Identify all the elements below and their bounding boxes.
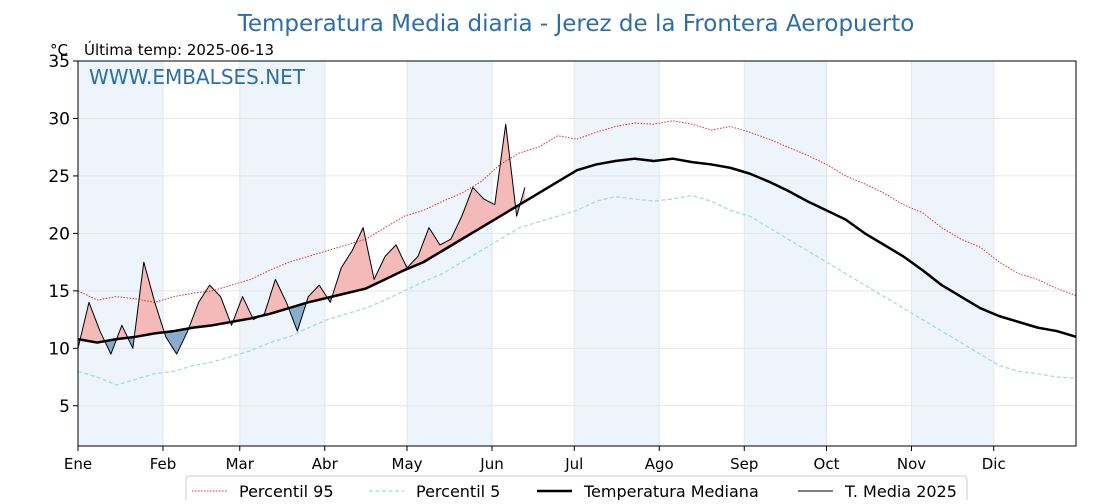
- x-tick-label-dic: Dic: [982, 455, 1006, 473]
- x-tick-label-abr: Abr: [312, 455, 339, 473]
- x-tick-label-feb: Feb: [150, 455, 177, 473]
- x-tick-label-ago: Ago: [645, 455, 674, 473]
- series-line-t-media-2025: [77, 123, 526, 355]
- y-tick-label-10: 10: [48, 339, 70, 359]
- series-line-temperatura-mediana: [77, 157, 1077, 344]
- month-band-mar: [239, 61, 325, 446]
- y-tick-label-5: 5: [59, 397, 70, 417]
- x-tick-label-oct: Oct: [814, 455, 840, 473]
- month-band-jul: [574, 61, 660, 446]
- legend-label-percentil-95: Percentil 95: [239, 482, 334, 500]
- y-tick-label-20: 20: [48, 224, 70, 244]
- fill-below-median-2: [105, 339, 117, 355]
- watermark: WWW.EMBALSES.NET: [89, 65, 306, 89]
- fill-below-median-14: [289, 303, 306, 332]
- legend-label-percentil-5: Percentil 5: [416, 482, 500, 500]
- y-tick-label-30: 30: [48, 109, 70, 129]
- legend-label-t-media-2025: T. Media 2025: [844, 482, 957, 500]
- chart-title: Temperatura Media diaria - Jerez de la F…: [237, 11, 915, 37]
- fill-above-median-11: [234, 296, 253, 322]
- x-tick-label-ene: Ene: [64, 455, 92, 473]
- month-band-nov: [911, 61, 994, 446]
- legend-label-temperatura-mediana: Temperatura Mediana: [583, 482, 759, 500]
- month-bands: [78, 61, 994, 446]
- axes: 5 10 15 20 25 30 35 Ene Feb Mar Abr May Jun Jul Ago Sep…: [48, 52, 1005, 473]
- x-tick-label-sep: Sep: [730, 455, 758, 473]
- y-tick-label-35: 35: [48, 52, 70, 72]
- series-line-percentil-5: [77, 194, 1077, 386]
- month-band-ene: [78, 61, 163, 446]
- series-lines: [77, 120, 1077, 386]
- fill-above-median-19: [332, 124, 516, 297]
- fill-above-median-3: [117, 325, 128, 339]
- x-tick-label-may: May: [392, 455, 423, 473]
- fill-above-median-13: [260, 279, 288, 317]
- y-tick-label-15: 15: [48, 282, 70, 302]
- legend-box: [185, 475, 968, 504]
- plot-frame: [77, 60, 1077, 447]
- x-tick-label-jun: Jun: [479, 455, 503, 473]
- last-temp-label: Última temp: 2025-06-13: [84, 40, 274, 59]
- fill-above-median-6: [135, 262, 163, 337]
- series-line-percentil-95: [77, 120, 1077, 303]
- unit-label: °C: [50, 41, 68, 59]
- x-tick-label-mar: Mar: [226, 455, 255, 473]
- legend: Percentil 95 Percentil 5 Temperatura Media…: [185, 475, 968, 504]
- x-tick-label-jul: Jul: [564, 455, 583, 473]
- x-tick-label-nov: Nov: [897, 455, 926, 473]
- fill-below-median-7: [164, 328, 188, 355]
- y-tick-label-25: 25: [48, 167, 70, 187]
